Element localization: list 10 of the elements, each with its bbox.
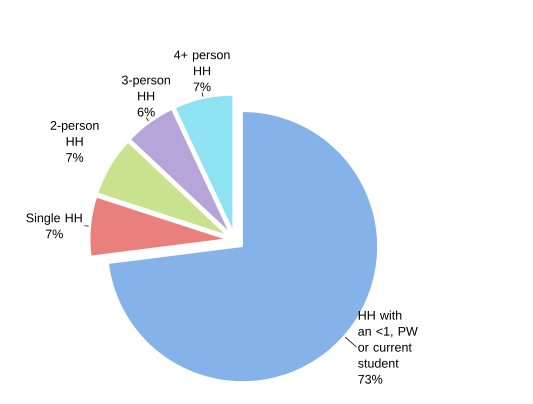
slice-label: 2-person HH (50, 121, 99, 146)
slice-label: 4+ person HH (174, 50, 230, 76)
slice-label: 3-person HH (122, 76, 170, 100)
data-label: 6% (138, 108, 155, 116)
data-label: 7% (66, 153, 84, 162)
data-label: 7% (194, 82, 211, 92)
slice-label: Single HH (26, 213, 82, 225)
data-label: 7% (46, 230, 63, 238)
slice-label: HH with an <1, PW or current student (358, 310, 418, 368)
data-label: 73% (358, 374, 382, 384)
